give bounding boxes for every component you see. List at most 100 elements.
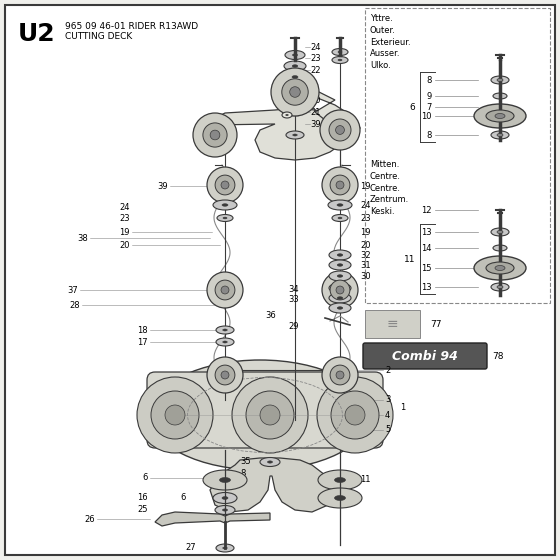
Text: 39: 39 xyxy=(157,181,168,190)
Ellipse shape xyxy=(216,544,234,552)
Circle shape xyxy=(335,125,344,134)
Text: 1: 1 xyxy=(400,404,405,413)
Ellipse shape xyxy=(329,303,351,313)
Ellipse shape xyxy=(334,496,346,501)
Text: 38: 38 xyxy=(77,234,88,242)
Ellipse shape xyxy=(493,245,507,251)
Text: 8: 8 xyxy=(427,130,432,139)
Circle shape xyxy=(345,405,365,425)
Ellipse shape xyxy=(222,509,227,511)
Text: 24: 24 xyxy=(119,203,130,212)
Text: Yttre.
Outer.
Exterieur.
Ausser.
Ulko.: Yttre. Outer. Exterieur. Ausser. Ulko. xyxy=(370,14,410,70)
Ellipse shape xyxy=(329,271,351,281)
Circle shape xyxy=(221,286,229,294)
Text: 34: 34 xyxy=(288,284,298,293)
Text: 26: 26 xyxy=(85,515,95,524)
Circle shape xyxy=(330,280,350,300)
Ellipse shape xyxy=(286,114,288,116)
Ellipse shape xyxy=(491,283,509,291)
Text: 20: 20 xyxy=(360,240,371,250)
Ellipse shape xyxy=(332,214,348,222)
Text: 5: 5 xyxy=(385,426,390,435)
Text: 23: 23 xyxy=(310,54,321,63)
Ellipse shape xyxy=(329,293,351,303)
Circle shape xyxy=(260,405,280,425)
Ellipse shape xyxy=(223,217,227,219)
FancyBboxPatch shape xyxy=(363,343,487,369)
Ellipse shape xyxy=(497,231,503,234)
Circle shape xyxy=(322,357,358,393)
Ellipse shape xyxy=(332,49,348,55)
Text: 19: 19 xyxy=(360,181,371,190)
Text: 23: 23 xyxy=(360,213,371,222)
Ellipse shape xyxy=(223,547,227,549)
Text: U2: U2 xyxy=(18,22,55,46)
Ellipse shape xyxy=(318,470,362,490)
Polygon shape xyxy=(293,84,360,142)
Polygon shape xyxy=(210,108,345,160)
Text: 6: 6 xyxy=(409,102,415,111)
Circle shape xyxy=(215,280,235,300)
Text: 7: 7 xyxy=(427,102,432,111)
Text: 20: 20 xyxy=(119,240,130,250)
Text: 25: 25 xyxy=(138,506,148,515)
Circle shape xyxy=(165,405,185,425)
Ellipse shape xyxy=(329,260,351,270)
Text: 33: 33 xyxy=(288,295,298,304)
Circle shape xyxy=(322,272,358,308)
Circle shape xyxy=(271,68,319,116)
Ellipse shape xyxy=(213,200,237,210)
Ellipse shape xyxy=(337,264,343,266)
Ellipse shape xyxy=(220,478,231,483)
Circle shape xyxy=(336,286,344,294)
Ellipse shape xyxy=(495,114,505,119)
Text: 13: 13 xyxy=(421,227,432,236)
Circle shape xyxy=(207,272,243,308)
Ellipse shape xyxy=(292,76,298,78)
Ellipse shape xyxy=(223,341,227,343)
Text: 4: 4 xyxy=(385,410,390,419)
Text: 12: 12 xyxy=(422,206,432,214)
Text: 24: 24 xyxy=(360,200,371,209)
Circle shape xyxy=(151,391,199,439)
Circle shape xyxy=(232,377,308,453)
Text: 11: 11 xyxy=(404,254,415,264)
Circle shape xyxy=(215,175,235,195)
Ellipse shape xyxy=(486,262,514,274)
Ellipse shape xyxy=(318,488,362,508)
Ellipse shape xyxy=(491,131,509,139)
Text: 20: 20 xyxy=(310,96,320,105)
Ellipse shape xyxy=(284,61,306,71)
Polygon shape xyxy=(155,512,270,526)
Ellipse shape xyxy=(474,256,526,280)
Text: 39: 39 xyxy=(310,119,321,128)
Ellipse shape xyxy=(491,228,509,236)
Text: 10: 10 xyxy=(422,111,432,120)
Circle shape xyxy=(331,391,379,439)
Text: 965 09 46-01 RIDER R13AWD: 965 09 46-01 RIDER R13AWD xyxy=(65,22,198,31)
Ellipse shape xyxy=(337,204,343,206)
Text: 8: 8 xyxy=(427,76,432,85)
Text: 8: 8 xyxy=(240,469,245,478)
Text: 9: 9 xyxy=(427,91,432,100)
Circle shape xyxy=(221,371,229,379)
Ellipse shape xyxy=(337,287,343,290)
Circle shape xyxy=(336,371,344,379)
Ellipse shape xyxy=(286,131,304,139)
Text: 11: 11 xyxy=(360,475,371,484)
Ellipse shape xyxy=(213,492,237,503)
Circle shape xyxy=(207,167,243,203)
Ellipse shape xyxy=(497,286,503,288)
Ellipse shape xyxy=(495,265,505,270)
Text: 3: 3 xyxy=(385,395,390,404)
Ellipse shape xyxy=(338,59,342,61)
Circle shape xyxy=(330,365,350,385)
Ellipse shape xyxy=(493,93,507,99)
Text: ≡: ≡ xyxy=(386,317,398,331)
Ellipse shape xyxy=(338,217,342,219)
Ellipse shape xyxy=(285,50,305,59)
Text: 77: 77 xyxy=(430,320,441,329)
Text: 29: 29 xyxy=(288,321,298,330)
Text: 27: 27 xyxy=(185,544,195,553)
Circle shape xyxy=(322,167,358,203)
